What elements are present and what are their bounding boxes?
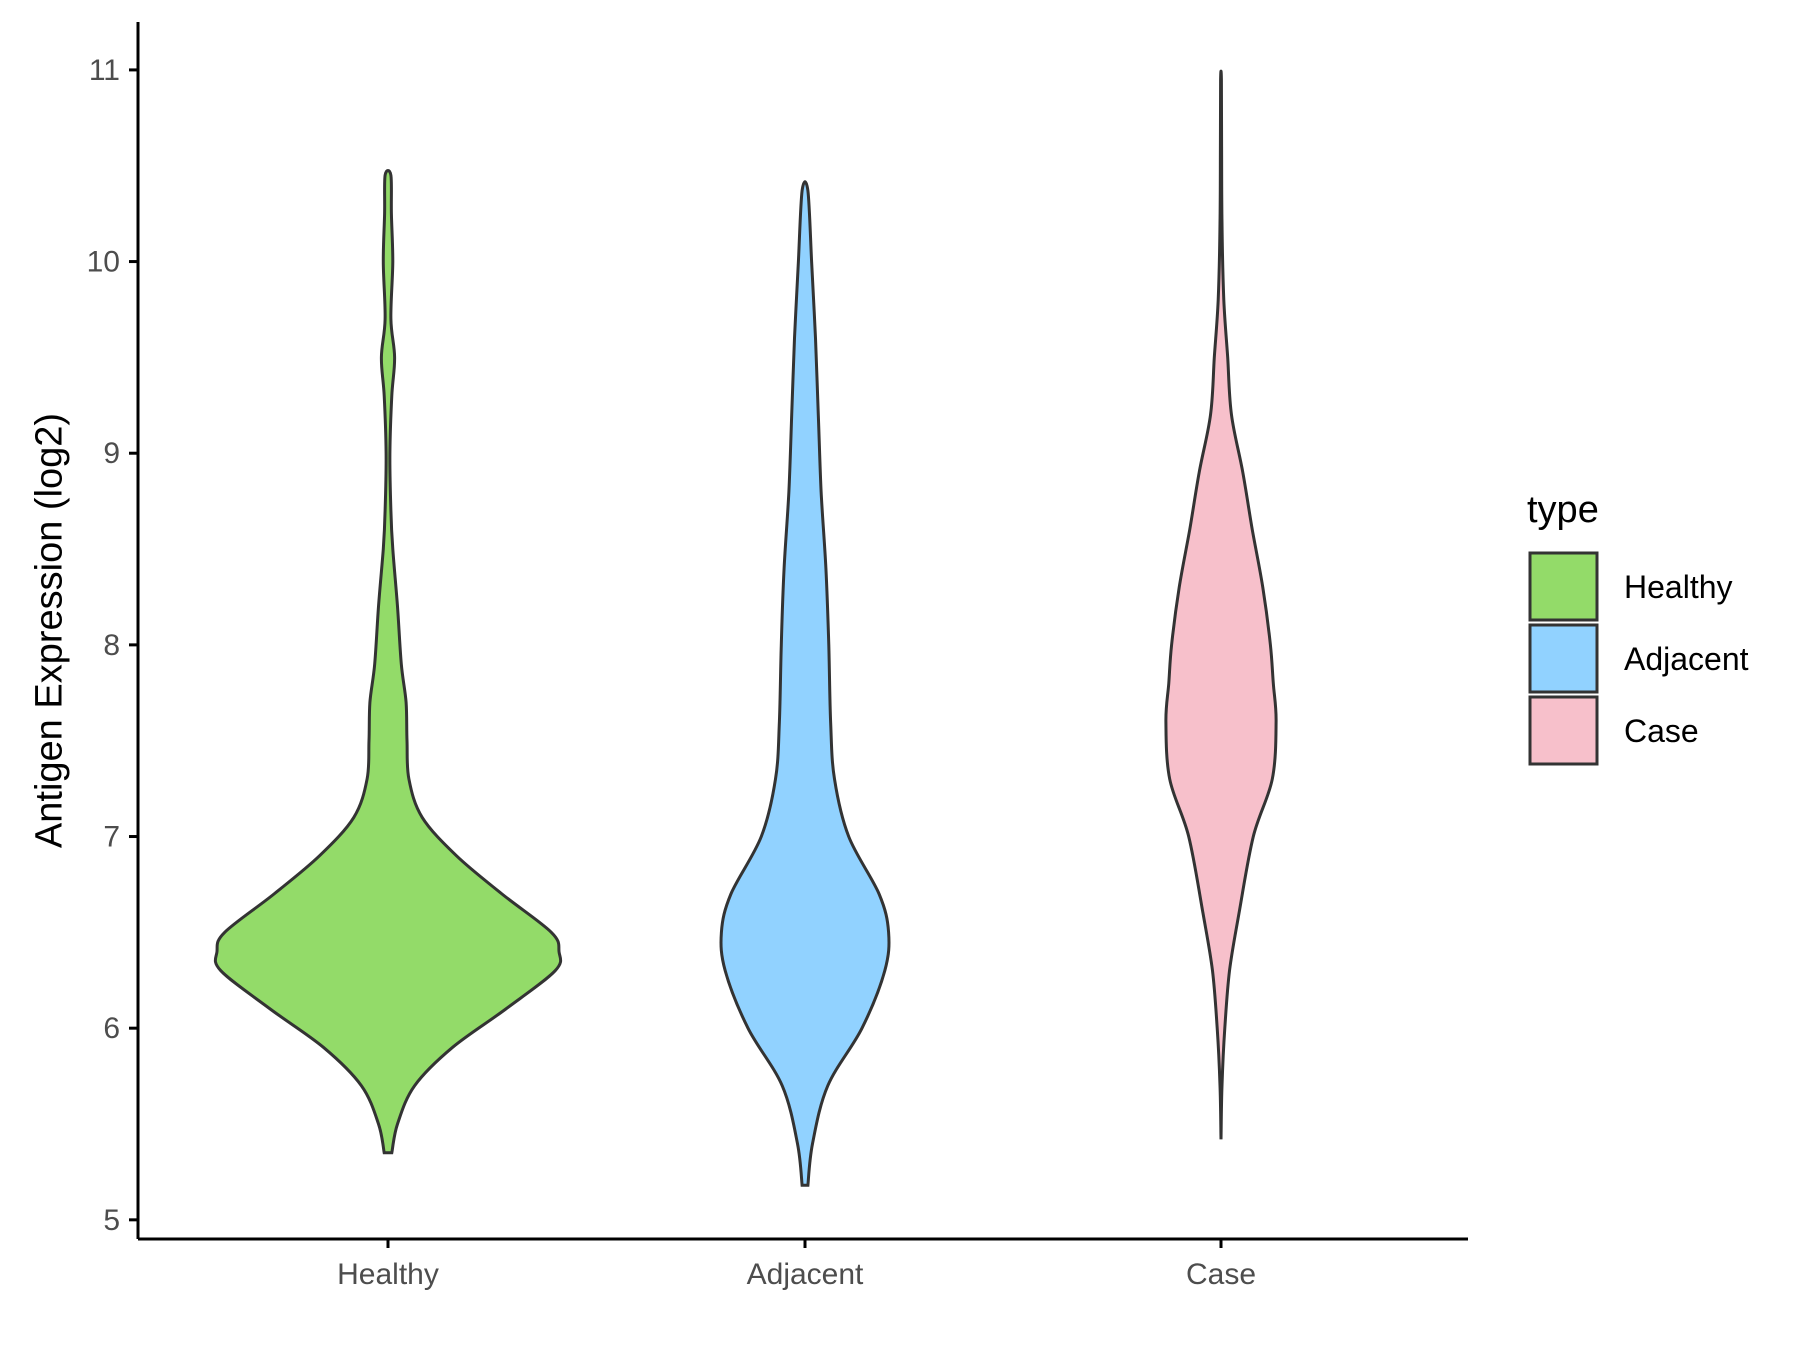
y-tick-label: 6 <box>103 1012 120 1045</box>
legend-label-case: Case <box>1624 713 1699 749</box>
violin-adjacent <box>719 180 891 1187</box>
y-tick-label: 9 <box>103 437 120 470</box>
x-tick-label: Adjacent <box>747 1258 864 1291</box>
violin-case <box>1164 69 1278 1140</box>
y-tick-label: 8 <box>103 629 120 662</box>
y-ticks: 5 6 7 8 9 10 11 <box>87 54 138 1237</box>
legend: type Healthy Adjacent Case <box>1527 489 1749 766</box>
y-tick-label: 5 <box>103 1204 120 1237</box>
y-axis-title: Antigen Expression (log2) <box>28 413 70 848</box>
x-tick-label: Healthy <box>337 1258 439 1291</box>
x-ticks: Healthy Adjacent Case <box>337 1239 1256 1291</box>
legend-key-case <box>1528 695 1599 766</box>
legend-key-healthy <box>1528 551 1599 622</box>
legend-label-healthy: Healthy <box>1624 569 1733 605</box>
legend-label-adjacent: Adjacent <box>1624 641 1749 677</box>
violin-layer <box>213 69 1278 1187</box>
legend-title: type <box>1527 489 1599 531</box>
y-tick-label: 7 <box>103 821 120 854</box>
y-tick-label: 10 <box>87 246 120 279</box>
legend-key-adjacent <box>1528 623 1599 694</box>
legend-items: Healthy Adjacent Case <box>1528 551 1749 766</box>
axes: 5 6 7 8 9 10 11 Healthy Adjacent Case <box>87 22 1468 1291</box>
x-tick-label: Case <box>1186 1258 1256 1291</box>
violin-healthy <box>213 169 563 1155</box>
y-tick-label: 11 <box>89 54 120 87</box>
